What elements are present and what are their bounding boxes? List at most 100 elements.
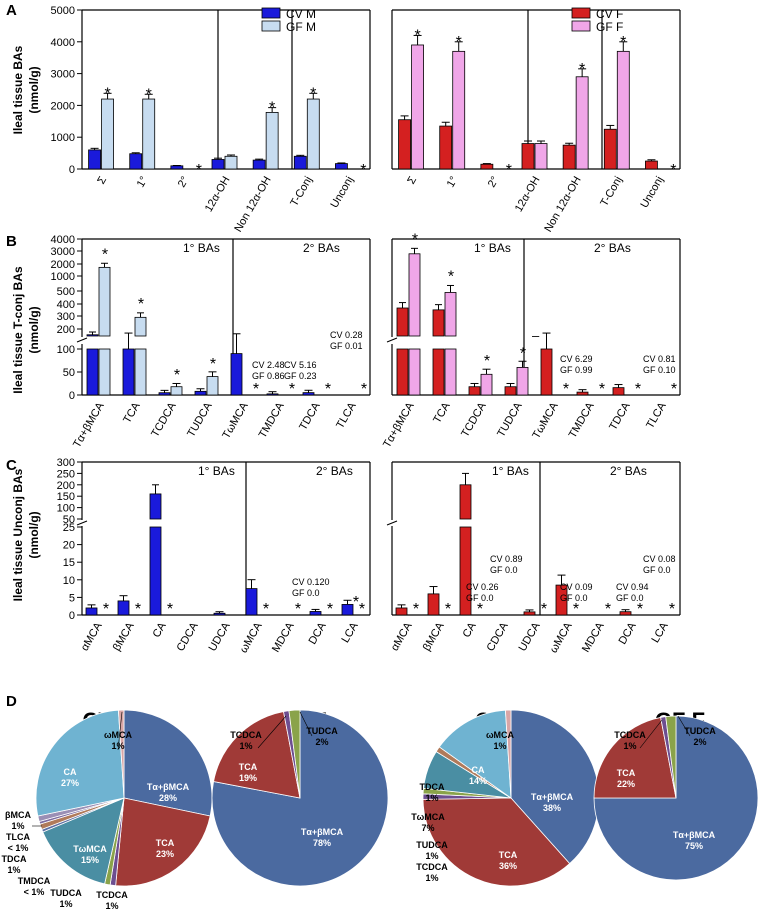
- x-tick-label: TUDCA: [495, 400, 525, 439]
- significance-star: *: [103, 601, 109, 618]
- bar: [452, 50, 466, 170]
- pie-label: 7%: [421, 823, 434, 833]
- bar: [245, 588, 258, 616]
- note-gf: GF 0.0: [292, 588, 320, 598]
- legend-label: GF F: [596, 20, 623, 34]
- x-tick-label: 1°: [135, 175, 151, 190]
- pie-label: Tα+βMCA: [673, 830, 716, 840]
- section-label: 1° BAs: [198, 464, 235, 478]
- pie-label: 1%: [493, 741, 506, 751]
- y-axis-title: (nmol/g): [27, 306, 41, 353]
- x-tick-label: 12α-OH: [513, 174, 543, 214]
- x-tick-label: DCA: [307, 620, 329, 647]
- pie-slice: [115, 797, 211, 887]
- significance-star: *: [210, 356, 216, 373]
- axis-break: [386, 520, 398, 526]
- significance-star: *: [477, 601, 483, 618]
- pie-label: 28%: [159, 793, 177, 803]
- bar: [480, 163, 494, 170]
- note-gf: GF 0.99: [560, 365, 593, 375]
- bar: [432, 348, 445, 396]
- note-cv: CV 0.94: [616, 582, 649, 592]
- bar: [122, 348, 135, 396]
- bar: [395, 607, 408, 616]
- pie-label: TDCA: [420, 782, 445, 792]
- bar: [117, 600, 130, 616]
- note-gf: GF 0.0: [560, 593, 588, 603]
- x-tick-label: TωMCA: [220, 400, 251, 441]
- pie-label: 75%: [685, 841, 703, 851]
- section-label: 2° BAs: [316, 464, 353, 478]
- bar: [149, 493, 162, 520]
- pie-label: 1%: [11, 821, 24, 831]
- significance-star: *: [637, 601, 643, 618]
- leader-line: [677, 715, 691, 737]
- y-axis-title: (nmol/g): [27, 511, 41, 558]
- x-tick-label: MDCA: [270, 620, 297, 655]
- section-label: 2° BAs: [303, 241, 340, 255]
- significance-star: *: [541, 601, 547, 618]
- pie-label: < 1%: [8, 843, 29, 853]
- pie-label: 78%: [313, 838, 331, 848]
- x-tick-label: UDCA: [207, 620, 233, 654]
- y-tick-label: 0: [69, 610, 75, 622]
- significance-star: *: [579, 61, 585, 78]
- x-tick-label: TCA: [121, 400, 143, 426]
- pie-label: TCA: [617, 768, 636, 778]
- significance-star: *: [448, 268, 454, 285]
- bar: [213, 612, 226, 616]
- significance-star: *: [573, 601, 579, 618]
- x-tick-label: Tα+βMCA: [71, 400, 107, 450]
- y-tick-label: 2000: [51, 100, 75, 112]
- significance-star: *: [325, 381, 331, 398]
- y-tick-label: 150: [57, 491, 75, 503]
- x-tick-label: CDCA: [485, 620, 511, 654]
- pie-label: 1%: [105, 901, 118, 911]
- significance-star: *: [599, 381, 605, 398]
- y-axis-title: Ileal tissue Unconj BAs: [11, 468, 25, 601]
- x-tick-label: TMDCA: [567, 400, 597, 440]
- significance-star: *: [412, 231, 418, 248]
- bar: [439, 125, 453, 170]
- pie-slice: [665, 715, 677, 799]
- significance-star: *: [138, 296, 144, 313]
- pie-label: TCDCA: [416, 862, 448, 872]
- note-cv: CV 0.120: [292, 577, 330, 587]
- bar: [101, 98, 114, 170]
- pie-label: TUDCA: [50, 888, 82, 898]
- bar: [562, 144, 576, 170]
- significance-star: *: [102, 246, 108, 263]
- y-tick-label: 100: [57, 344, 75, 356]
- pie-label: 38%: [543, 803, 561, 813]
- bar: [134, 316, 147, 337]
- significance-star: *: [361, 381, 367, 398]
- panel-d: DCV MGF MCV FGF FωMCA1%CA27%Tα+βMCA28%TC…: [2, 693, 759, 911]
- bar: [523, 611, 536, 616]
- y-tick-label: 10: [63, 575, 75, 587]
- section-label: 1° BAs: [474, 241, 511, 255]
- bar: [603, 128, 617, 170]
- y-tick-label: 3000: [51, 69, 75, 81]
- pie-label: < 1%: [24, 887, 45, 897]
- bar: [408, 348, 421, 396]
- x-tick-label: Unconj: [639, 175, 667, 211]
- bar: [211, 159, 225, 170]
- significance-star: *: [327, 601, 333, 618]
- y-tick-label: 1000: [51, 271, 75, 283]
- pie-label: TCA: [156, 838, 175, 848]
- bar: [619, 611, 632, 616]
- y-tick-label: 20: [63, 540, 75, 552]
- bar: [309, 611, 322, 616]
- bar: [85, 607, 98, 616]
- legend-swatch: [261, 20, 281, 32]
- significance-star: *: [670, 162, 676, 179]
- pie-label: 1%: [425, 851, 438, 861]
- x-tick-label: LCA: [340, 620, 361, 645]
- note-cv: CV 0.89: [490, 554, 523, 564]
- bar: [468, 386, 481, 396]
- pie-label: Tα+βMCA: [147, 782, 190, 792]
- bar: [194, 390, 207, 396]
- bar: [427, 593, 440, 616]
- y-axis-title: Ileal tissue T-conj BAs: [11, 266, 25, 394]
- note-gf: GF 0.0: [616, 593, 644, 603]
